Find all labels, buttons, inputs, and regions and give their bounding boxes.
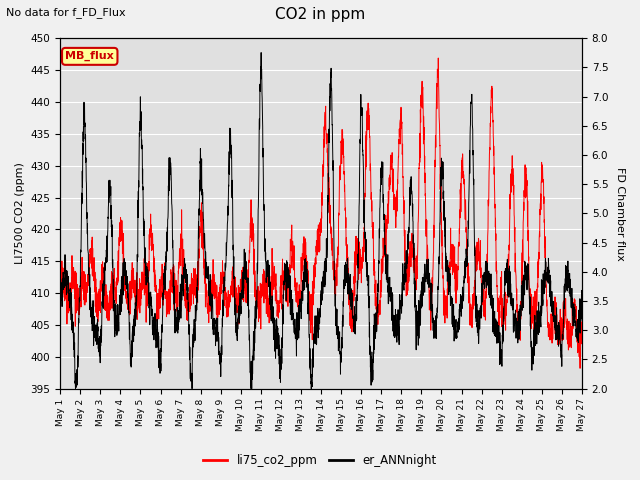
Text: MB_flux: MB_flux	[65, 51, 114, 61]
Y-axis label: LI7500 CO2 (ppm): LI7500 CO2 (ppm)	[15, 163, 25, 264]
Text: No data for f_FD_Flux: No data for f_FD_Flux	[6, 7, 126, 18]
Legend: li75_co2_ppm, er_ANNnight: li75_co2_ppm, er_ANNnight	[199, 449, 441, 472]
Y-axis label: FD Chamber flux: FD Chamber flux	[615, 167, 625, 260]
Text: CO2 in ppm: CO2 in ppm	[275, 7, 365, 22]
